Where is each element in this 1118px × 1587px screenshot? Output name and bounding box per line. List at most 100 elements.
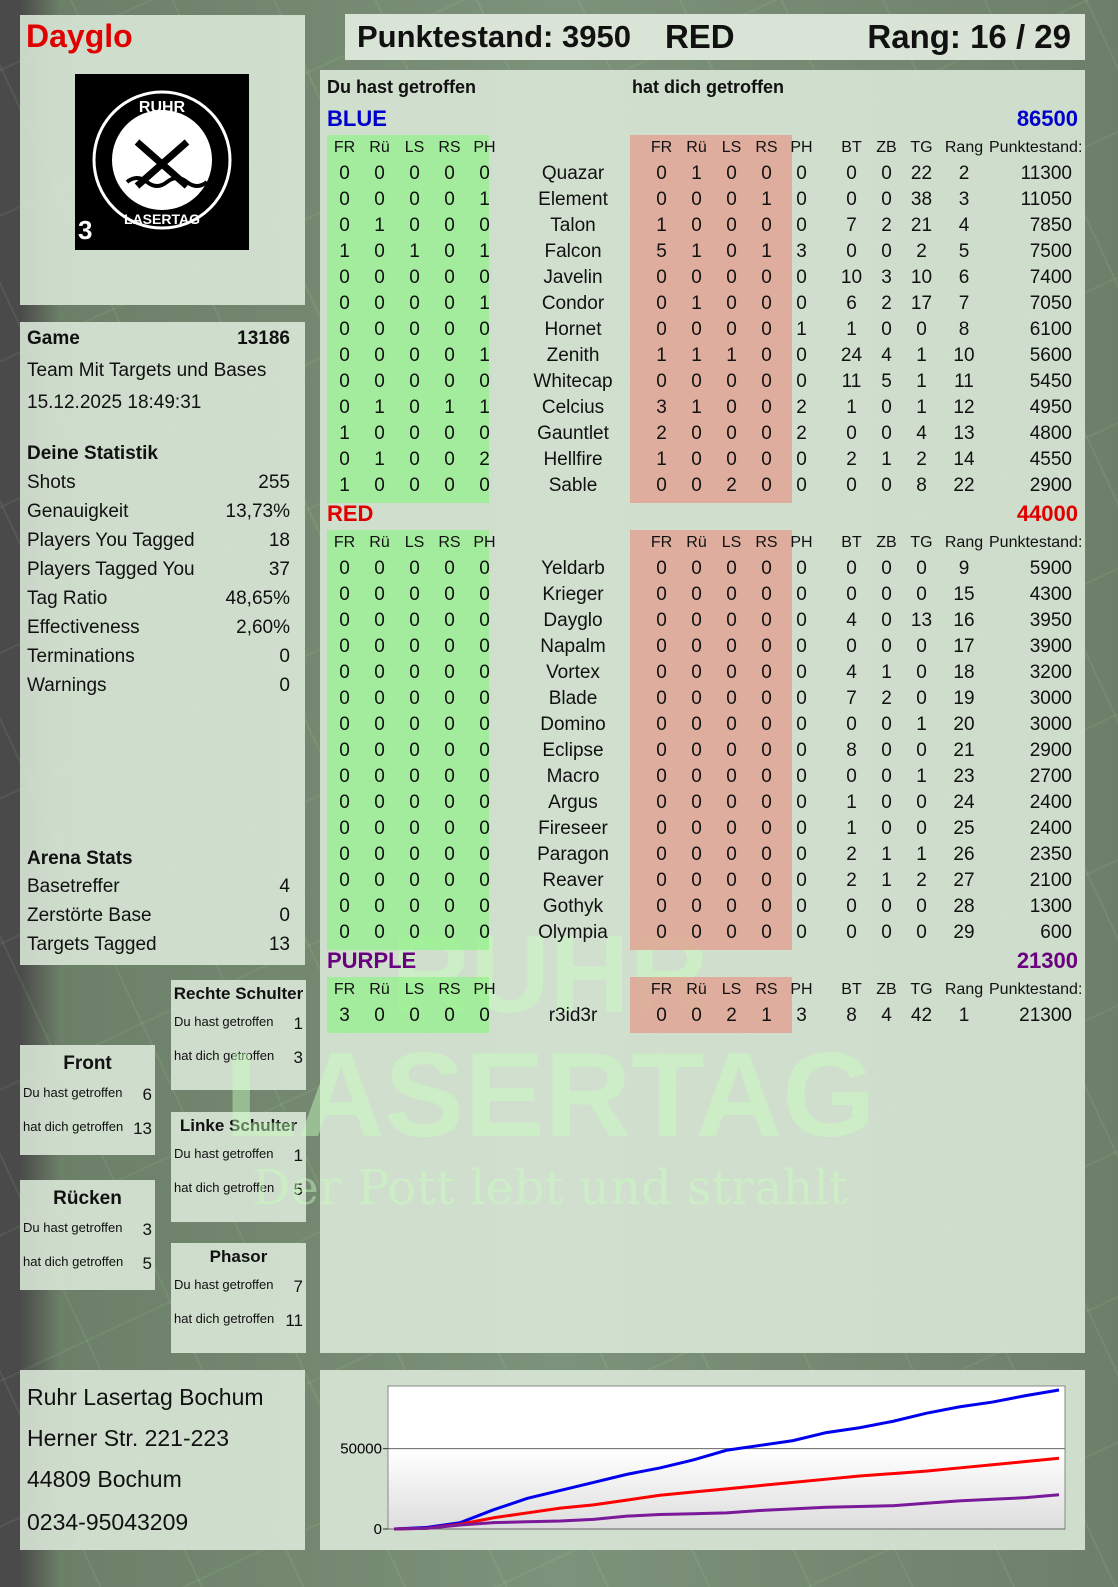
player-stat: 1 [916,345,927,366]
player-stat: 0 [444,688,455,709]
player-stat: 0 [409,662,420,683]
player-stat: 0 [339,584,350,605]
player-name: Paragon [537,844,609,865]
stat-value: 48,65% [225,588,290,609]
player-stat: 3950 [1029,610,1072,631]
player-row: 0 0 0 0 1 Condor 0 1 0 0 0 6 2 17 7 7050 [327,291,1077,317]
player-row: 0 0 0 0 0 Yeldarb 0 0 0 0 0 0 0 0 9 5900 [327,556,1077,582]
player-stat: 0 [374,896,385,917]
team-name: RED [327,501,374,526]
column-header: FR [333,981,356,998]
player-stat: 1 [479,189,490,210]
player-row: 0 0 0 0 0 Argus 0 0 0 0 0 1 0 0 24 2400 [327,790,1077,816]
column-header: Punktestand: [989,534,1083,551]
player-stat: 0 [691,766,702,787]
player-stat: 21 [910,215,933,236]
player-stat: 0 [339,844,350,865]
table-header: FR Rü LS RS PH FR Rü LS RS PH BT ZB TG Rang Punktestan… [327,530,1083,556]
player-stat: 0 [444,922,455,943]
player-stat: 0 [374,267,385,288]
player-stat: 11050 [1020,189,1072,210]
table-header: FR Rü LS RS PH FR Rü LS RS PH BT ZB TG Rang Punktestan… [327,977,1083,1003]
player-stat: 1 [761,1005,772,1026]
stats-title: Deine Statistik [27,443,158,464]
player-stat: 600 [1040,922,1072,943]
player-stat: 0 [409,163,420,184]
player-stat: 1 [796,319,807,340]
player-stat: 0 [479,870,490,891]
player-stat: 0 [339,449,350,470]
player-stat: 0 [796,189,807,210]
player-stat: 25 [953,818,975,839]
player-stat: 1 [691,397,702,418]
player-stat: 0 [691,1005,702,1026]
player-stat: 0 [726,766,737,787]
zone-hit-label: Du hast getroffen [174,1277,274,1292]
zone-got-row: hat dich getroffen 11 [171,1311,306,1331]
column-header: RS [755,139,778,156]
player-stat: 0 [761,475,772,496]
player-stat: 19 [953,688,975,709]
player-stat: 0 [374,870,385,891]
player-stat: 15 [953,584,975,605]
player-stat: 0 [761,922,772,943]
player-stat: 0 [761,636,772,657]
player-stat: 0 [479,610,490,631]
column-header: PH [473,534,496,551]
player-stat: 24 [953,792,975,813]
player-stat: 1 [479,293,490,314]
player-stat: 0 [796,267,807,288]
player-stat: 29 [953,922,975,943]
player-stat: 0 [726,844,737,865]
player-stat: 42 [910,1005,933,1026]
player-stat: 0 [479,922,490,943]
player-stat: 0 [374,636,385,657]
player-stat: 1 [916,397,927,418]
player-stat: 0 [796,584,807,605]
player-stat: 0 [796,844,807,865]
player-stat: 9 [958,558,970,579]
player-stat: 0 [796,475,807,496]
player-stat: 0 [796,610,807,631]
player-stat: 0 [846,189,857,210]
stat-label: Effectiveness [27,617,140,638]
column-header: FR [333,139,356,156]
player-stat: 0 [691,896,702,917]
player-stat: 0 [339,558,350,579]
player-stat: 0 [726,740,737,761]
player-stat: 0 [846,766,857,787]
player-stat: 0 [691,558,702,579]
player-stat: 0 [726,163,737,184]
game-label: Game [27,328,80,349]
player-name: Sable [548,475,598,496]
player-stat: 0 [409,766,420,787]
player-stat: 0 [726,449,737,470]
team-score: 21300 [1016,948,1078,973]
player-stat: 0 [761,371,772,392]
player-stat: 24 [840,345,863,366]
player-stat: 3 [881,267,892,288]
zone-hit-label: Du hast getroffen [23,1085,123,1100]
player-stat: 0 [444,475,455,496]
player-stat: 2100 [1029,870,1072,891]
player-stat: 0 [726,922,737,943]
player-stat: 0 [761,293,772,314]
player-stat: 1 [374,215,385,236]
player-stat: 0 [339,688,350,709]
player-name: Quazar [541,163,605,184]
player-stat: 2 [958,163,970,184]
player-name: Falcon [544,241,602,262]
player-row: 0 0 0 0 0 Blade 0 0 0 0 0 7 2 0 19 3000 [327,686,1077,712]
logo-number: 3 [78,215,93,245]
player-stat: 0 [479,896,490,917]
zone-hit-value: 1 [293,1146,303,1165]
zone-got-value: 13 [133,1119,152,1138]
player-stat: 0 [409,558,420,579]
player-stat: 0 [444,792,455,813]
zone-title: Phasor [209,1247,268,1266]
player-stat: 0 [656,319,667,340]
player-stat: 0 [881,740,892,761]
column-header: Rü [369,139,390,156]
player-stat: 16 [953,610,975,631]
player-stat: 0 [691,844,702,865]
